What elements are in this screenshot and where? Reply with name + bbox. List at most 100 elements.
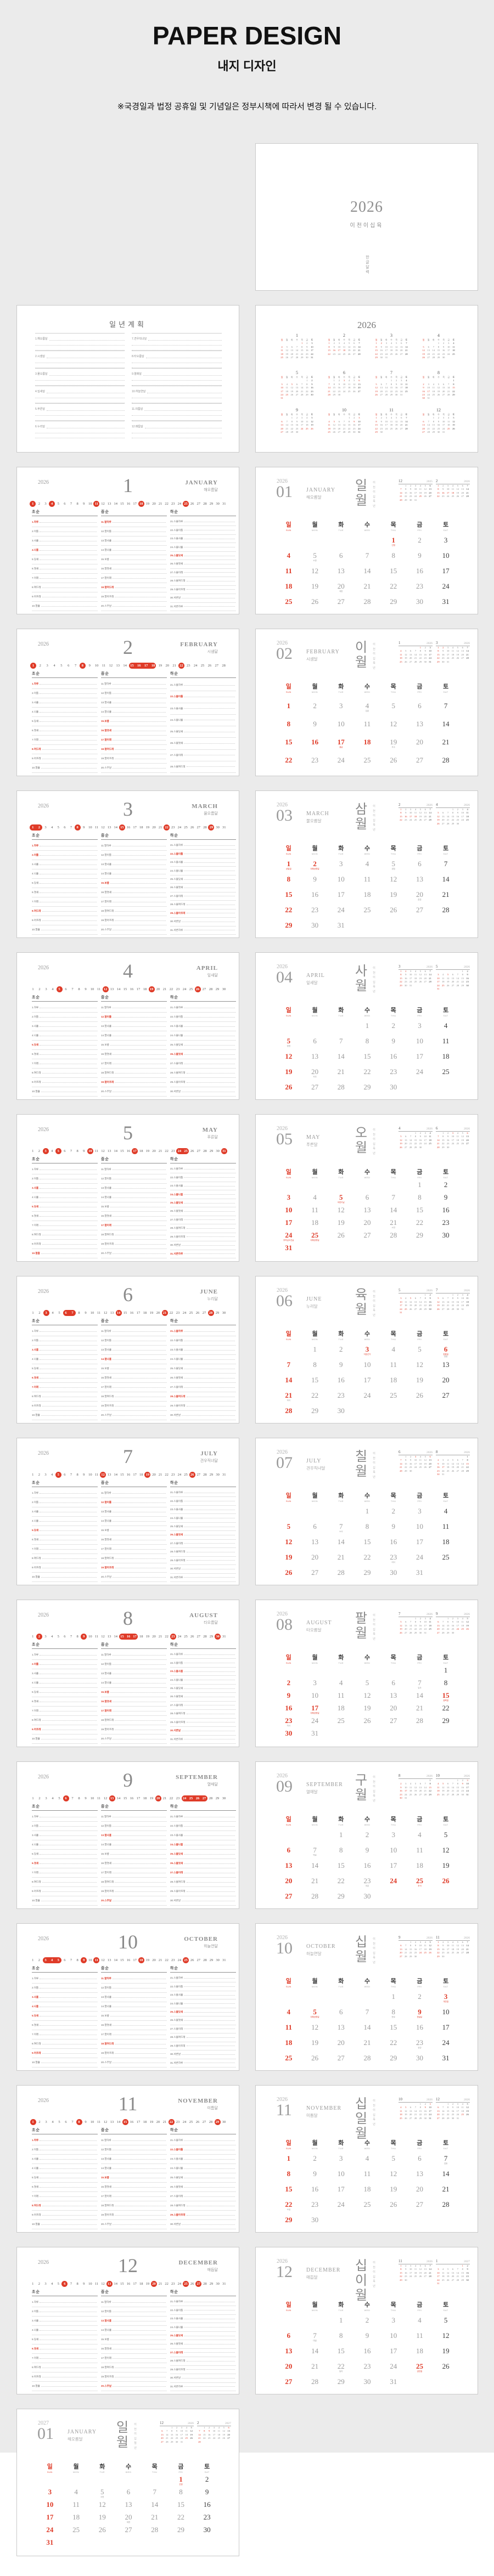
- mini-day: 27: [461, 1951, 464, 1954]
- list-day-row: 2.이틀: [32, 1498, 98, 1507]
- strip-day: 12: [109, 664, 113, 668]
- mini-week-row: 25 26 27 28 29 30 31: [398, 660, 433, 664]
- list-dotted-leader: [110, 721, 166, 722]
- list-day-label: 21.스물하루: [170, 1491, 183, 1494]
- strip-day: 9: [85, 2120, 87, 2124]
- mini-weekday: 토: [358, 413, 361, 416]
- mini-calendar: 11 2026 1 2 3 4 5 6 7 8 9 10 11 12 13 14 15 16 17 18 19 20 21 2…: [436, 1935, 470, 1958]
- mini-day: 6: [452, 973, 454, 976]
- mini-day: 28: [429, 980, 431, 984]
- list-dotted-leader: [40, 1664, 97, 1665]
- date-number: 6: [418, 2154, 422, 2162]
- date-cell: [302, 536, 328, 551]
- strip-day: 11: [94, 2282, 99, 2286]
- mini-day: 24: [466, 1789, 469, 1793]
- mini-weekday: 일: [328, 376, 330, 379]
- strip-day: 24: [182, 1311, 187, 1315]
- list-day-row: 23.스물사흘: [170, 1346, 236, 1355]
- list-day-label: 3.사흘: [32, 539, 39, 542]
- month-list-page: 2026 9 SEPTEMBER 열매달 1 2 3 4 5 6 7 8 9 10 11 12 13 14 15 16…: [16, 1761, 239, 1909]
- mini-week-row: 8 9 10 11 12 13 14: [374, 420, 409, 423]
- mini-day: 13: [358, 382, 361, 386]
- mini-day: 2: [423, 382, 424, 386]
- mini-day: 1: [457, 1779, 459, 1782]
- mini-day: 2: [338, 379, 340, 382]
- mini-day: [413, 2279, 418, 2282]
- list-day-label: 29.스물아흐레: [170, 2368, 186, 2371]
- mini-day: 10: [414, 488, 417, 491]
- mini-week-row: 9 10 11 12 13 14 15: [421, 386, 456, 389]
- mini-day: 17: [456, 1624, 459, 1627]
- list-dotted-leader: [113, 2168, 166, 2169]
- strip-day: 26: [190, 2282, 194, 2286]
- date-number: 13: [363, 1206, 371, 1214]
- list-month-number: 8: [123, 1607, 133, 1629]
- list-day-label: 16.열엿새: [101, 567, 112, 570]
- weekday-en: SUN: [285, 1338, 291, 1341]
- mini-calendar-header: 5 2026: [436, 964, 470, 970]
- list-day-row: 27.스물이레: [170, 1702, 236, 1710]
- plan-dotted-line: [35, 428, 125, 433]
- weekday-kr: 월: [312, 1007, 318, 1014]
- date-cell: 10: [37, 2500, 63, 2513]
- date-number: 27: [285, 1892, 293, 1900]
- weekday: 목 THU: [380, 1167, 407, 1179]
- date-cell: 7 백로: [302, 1846, 328, 1861]
- weekday-en: WED: [364, 1338, 370, 1341]
- date-cell: 16: [302, 738, 328, 756]
- mini-day: 6: [442, 811, 444, 815]
- mini-day: 8: [306, 382, 308, 386]
- list-day-row: 26.스물엿새: [170, 2340, 236, 2349]
- date-cell: 28: [433, 756, 459, 774]
- list-day-label: 26.스물엿새: [170, 2185, 183, 2188]
- mini-day: 26: [419, 818, 422, 822]
- date-number: 9: [313, 875, 317, 883]
- list-day-row: 10.열흘: [32, 2382, 98, 2391]
- date-cell: 8: [302, 1360, 328, 1376]
- date-cell: 20 대한: [115, 2513, 142, 2526]
- mini-day: 22: [437, 495, 440, 498]
- date-number: 22: [363, 1553, 371, 1561]
- weekday-kr: 목: [390, 1169, 396, 1176]
- mini-calendar: 8 2026 1 2 3 4 5 6 7 8 9 10 11 12 13 14 15 16 17 18 19 20 21 22…: [436, 1449, 470, 1476]
- date-cell: 29: [328, 1892, 354, 1907]
- list-day-label: 18.열여드레: [101, 1557, 114, 1560]
- mini-day: 8: [348, 420, 350, 423]
- strip-day: 15: [123, 987, 127, 991]
- strip-day: 2: [39, 664, 41, 668]
- list-section-header: 중순: [101, 995, 167, 1002]
- date-number: 3: [418, 1021, 422, 1030]
- weekday: 일 SUN: [276, 520, 302, 532]
- list-day-row: 19.열아흐레: [101, 916, 167, 925]
- date-cell: 21: [328, 1553, 354, 1568]
- date-cell: 11: [407, 1846, 433, 1861]
- date-annotation-text: 삼일절: [286, 868, 291, 870]
- list-dotted-leader: [40, 1331, 97, 1332]
- date-annotation-text: 지방선거: [363, 1353, 371, 1355]
- mini-day: [418, 499, 423, 502]
- date-number: 14: [151, 2500, 159, 2509]
- list-dotted-leader: [184, 1835, 235, 1836]
- grid-year: 2026: [277, 1935, 288, 1941]
- mini-day: 8: [171, 2430, 173, 2433]
- date-week-row: 15 16 17 설날 18 19 우수 20 21: [276, 738, 459, 756]
- list-day-label: 3.사흘: [32, 701, 39, 704]
- weekday-en: SUN: [285, 1014, 291, 1017]
- mini-day: 4: [286, 382, 288, 386]
- mini-day: 28: [409, 1145, 412, 1149]
- mini-day: 21: [446, 1304, 450, 1307]
- list-dotted-leader: [112, 2140, 166, 2141]
- date-number: 15: [285, 738, 293, 746]
- holiday-pill: [207, 1310, 214, 1316]
- mini-day: 19: [419, 815, 422, 818]
- mini-weekday: 목: [442, 413, 445, 416]
- mini-day: [455, 1146, 460, 1149]
- mini-day: 9: [410, 488, 412, 491]
- date-cell: 16: [328, 1376, 354, 1391]
- list-dotted-leader: [40, 1682, 97, 1684]
- list-day-row: 25.스물닷새: [170, 875, 236, 884]
- list-day-label: 16.열엿새: [101, 1053, 112, 1055]
- mini-year-label: 2026: [464, 642, 470, 645]
- holiday-pill: [161, 1310, 168, 1316]
